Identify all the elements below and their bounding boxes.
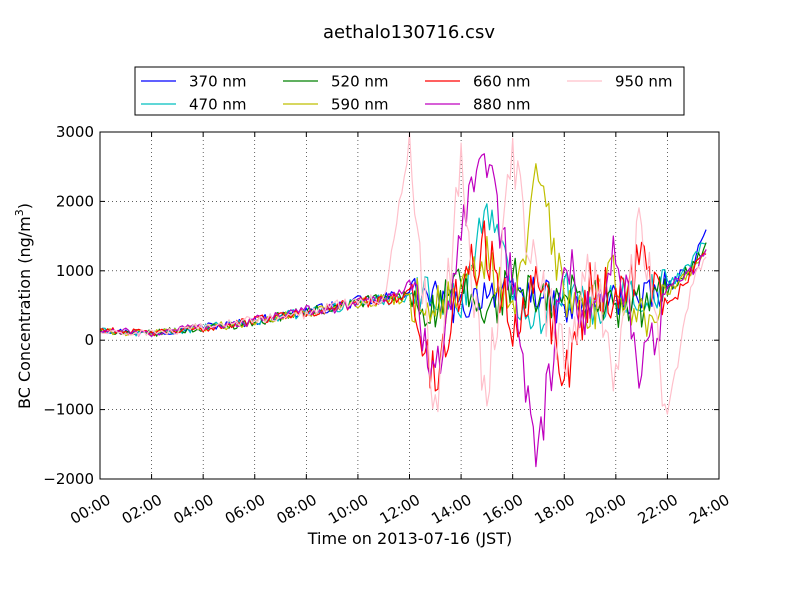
y-tick-label: 2000 [56,192,94,210]
y-axis-label: BC Concentration (ng/m3) [13,203,34,409]
y-tick-labels: −2000 −1000 0 1000 2000 3000 [43,123,94,488]
legend-label: 880 nm [473,96,531,114]
y-tick-label: 1000 [56,262,94,280]
series-lines [100,132,707,468]
y-axis-label-sup: 3 [13,209,26,216]
series-line-660-nm [100,220,707,392]
axis-ticks [99,131,720,480]
legend-label: 660 nm [473,73,531,91]
y-tick-label: 0 [84,331,94,349]
legend-label: 370 nm [189,73,247,91]
series-line-950-nm [100,132,707,415]
legend-label: 950 nm [615,73,673,91]
legend-label: 520 nm [331,73,389,91]
y-tick-label: 3000 [56,123,94,141]
y-tick-label: −1000 [43,401,94,419]
x-axis-label: Time on 2013-07-16 (JST) [307,529,512,548]
legend: 370 nm 470 nm 520 nm 590 nm 660 nm 880 nm 950 … [134,66,685,116]
y-axis-label-main: BC Concentration (ng/m [15,216,34,409]
legend-label: 470 nm [189,96,247,114]
y-axis-label-close: ) [15,203,34,209]
y-tick-label: −2000 [43,470,94,488]
legend-label: 590 nm [331,96,389,114]
chart-title: aethalo130716.csv [323,22,495,43]
legend-frame [134,66,685,116]
